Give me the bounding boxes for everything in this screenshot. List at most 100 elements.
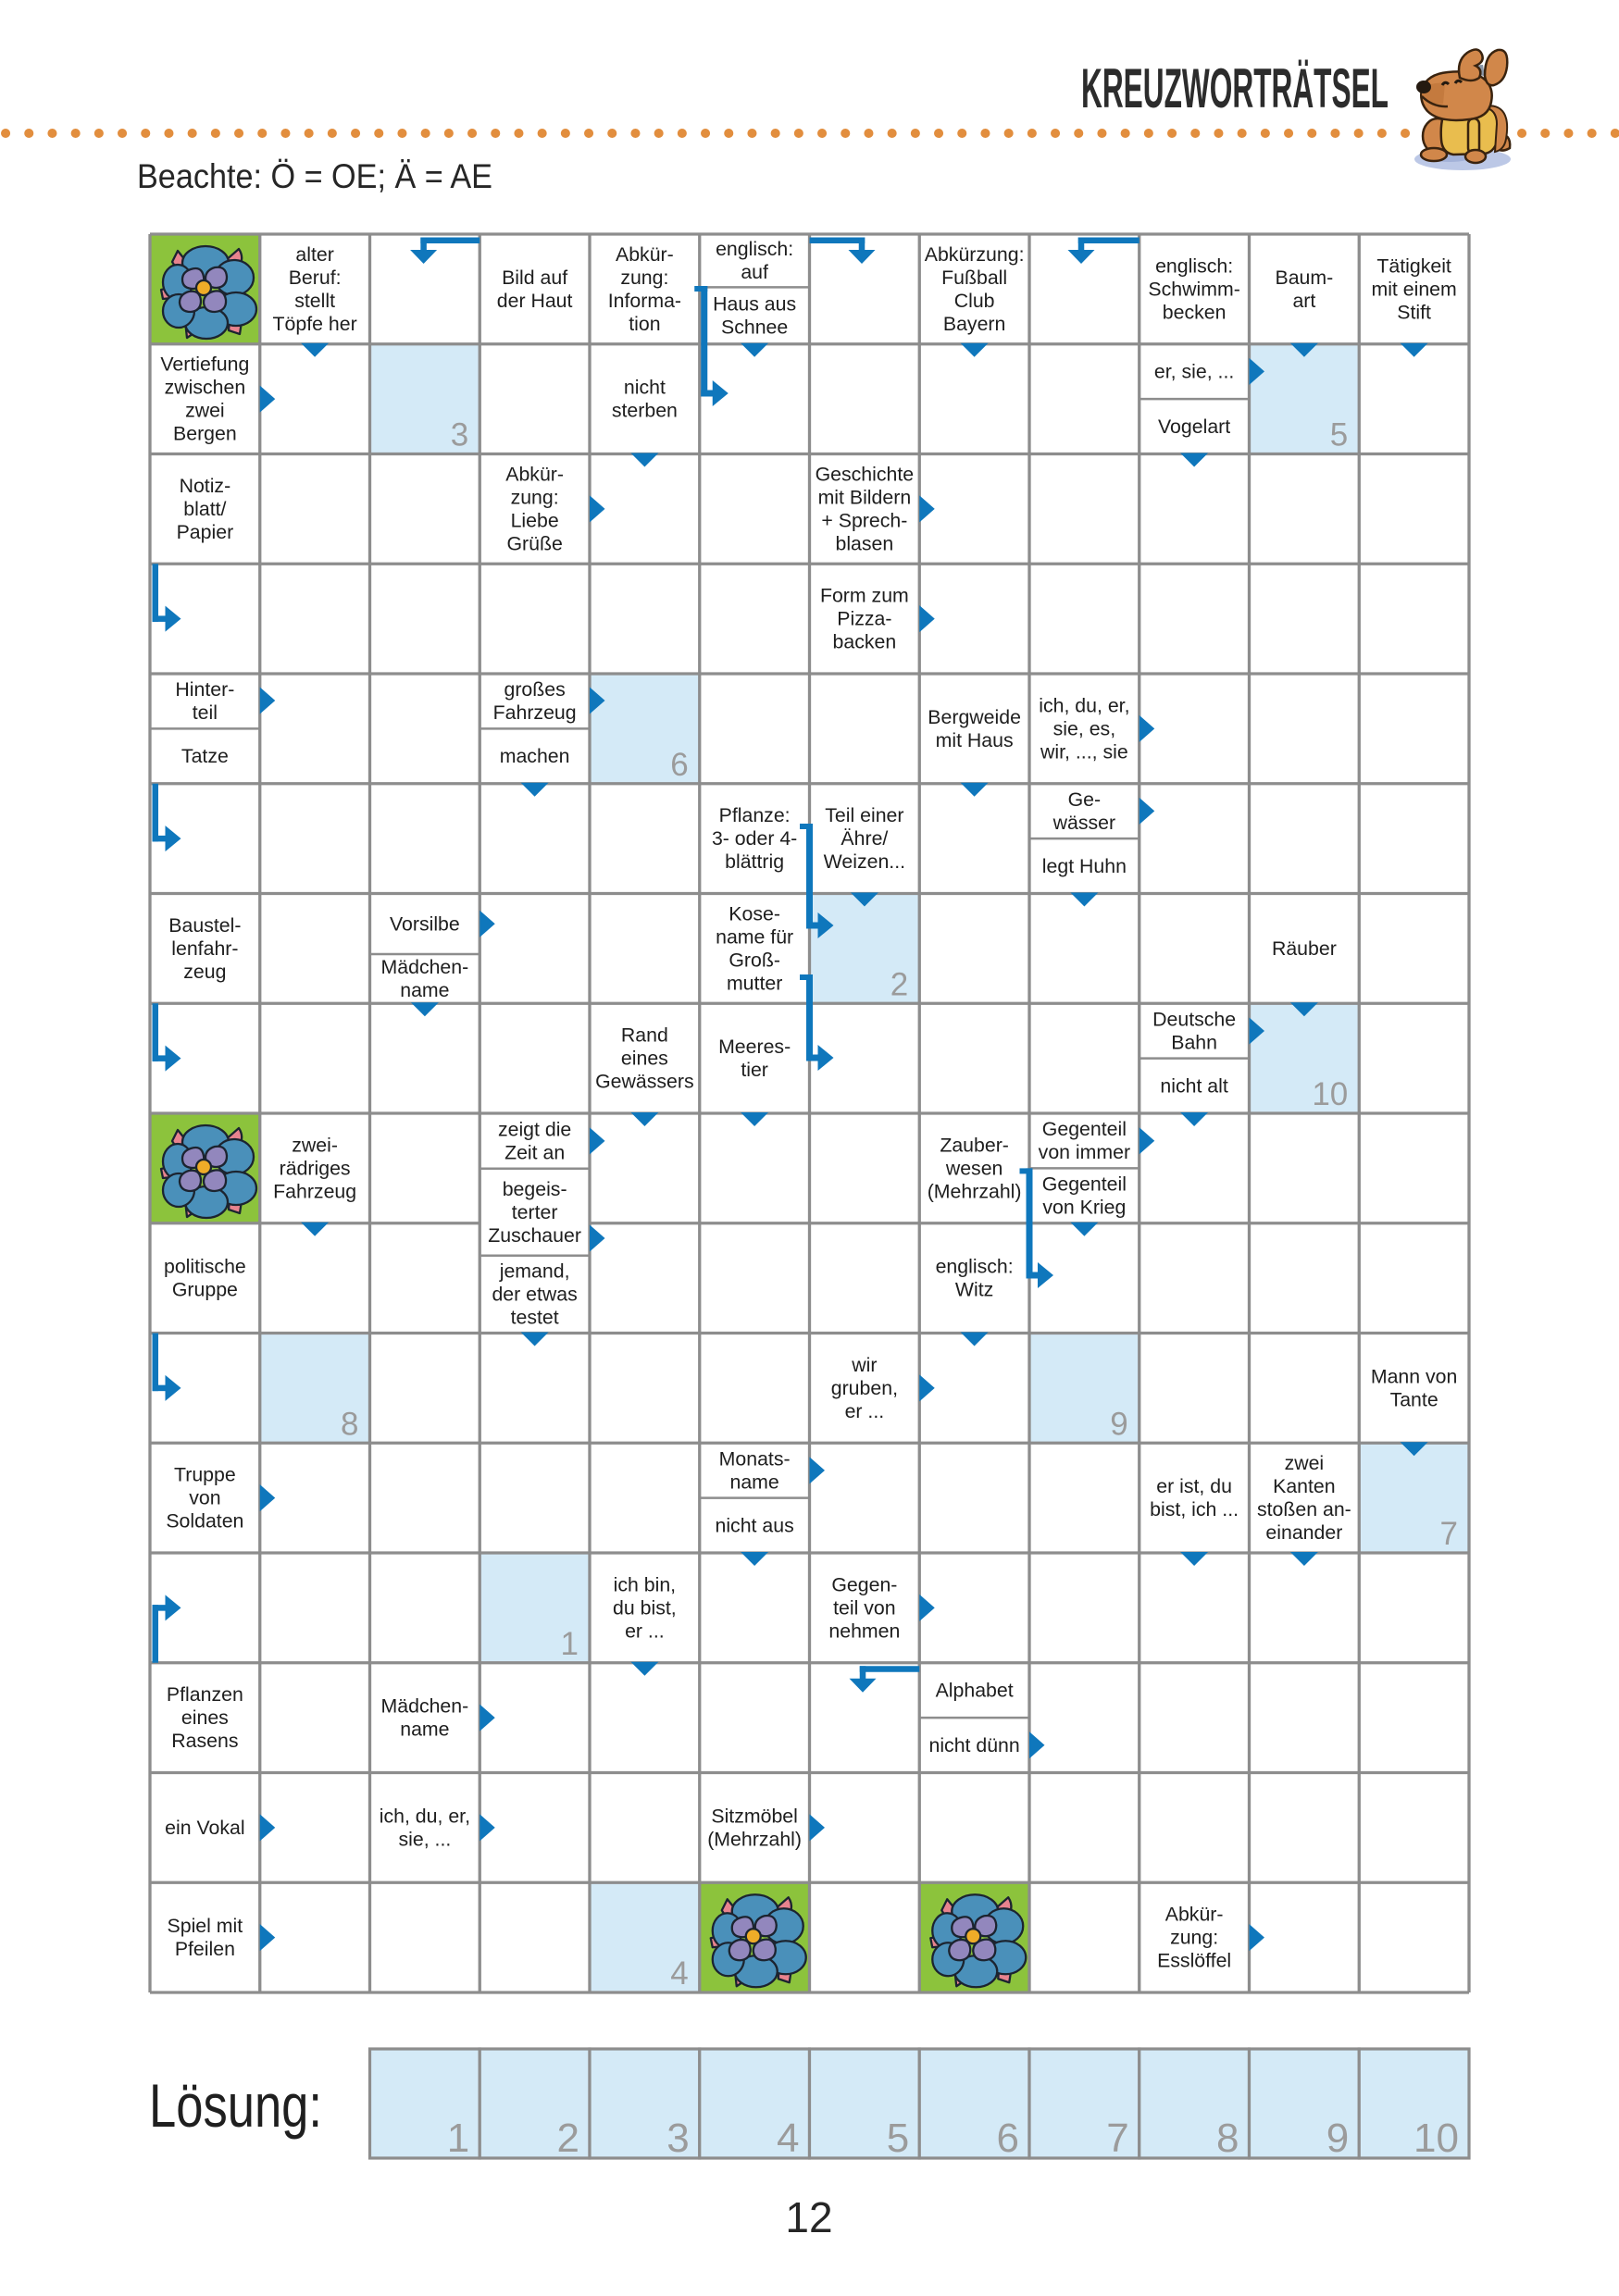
svg-text:3: 3 bbox=[666, 2116, 689, 2161]
svg-text:bist, ich ...: bist, ich ... bbox=[1150, 1498, 1239, 1520]
svg-text:begeis-: begeis- bbox=[503, 1178, 567, 1200]
svg-text:Kose-: Kose- bbox=[729, 902, 780, 925]
svg-text:5: 5 bbox=[1330, 417, 1348, 453]
svg-text:name: name bbox=[400, 979, 449, 1001]
svg-text:Spiel mit: Spiel mit bbox=[168, 1915, 243, 1937]
svg-text:4: 4 bbox=[670, 1955, 688, 1992]
svg-text:Notiz-: Notiz- bbox=[180, 475, 231, 497]
svg-text:Meeres-: Meeres- bbox=[718, 1036, 791, 1058]
svg-text:er, sie, ...: er, sie, ... bbox=[1154, 360, 1234, 382]
svg-text:8: 8 bbox=[1216, 2116, 1239, 2161]
svg-text:Tante: Tante bbox=[1390, 1388, 1438, 1410]
svg-text:Truppe: Truppe bbox=[174, 1464, 236, 1486]
svg-text:nicht aus: nicht aus bbox=[715, 1514, 793, 1536]
svg-text:eines: eines bbox=[621, 1048, 668, 1070]
svg-text:Ähre/: Ähre/ bbox=[841, 827, 888, 850]
svg-text:art: art bbox=[1292, 290, 1315, 312]
svg-text:Alphabet: Alphabet bbox=[936, 1679, 1014, 1701]
svg-text:Stift: Stift bbox=[1397, 301, 1431, 323]
svg-text:9: 9 bbox=[1326, 2116, 1349, 2161]
svg-text:2: 2 bbox=[890, 966, 908, 1002]
svg-text:Liebe: Liebe bbox=[511, 509, 559, 531]
svg-text:nicht dünn: nicht dünn bbox=[928, 1734, 1019, 1756]
svg-text:becken: becken bbox=[1163, 301, 1227, 323]
svg-text:9: 9 bbox=[1110, 1406, 1127, 1442]
svg-text:Zuschauer: Zuschauer bbox=[488, 1224, 581, 1247]
svg-text:Geschichte: Geschichte bbox=[816, 463, 915, 485]
svg-text:Tätigkeit: Tätigkeit bbox=[1376, 254, 1451, 277]
svg-text:sie, ...: sie, ... bbox=[398, 1828, 451, 1850]
svg-text:name: name bbox=[400, 1719, 449, 1741]
svg-text:Gegen-: Gegen- bbox=[831, 1573, 897, 1595]
svg-text:zung:: zung: bbox=[620, 267, 668, 289]
svg-text:Bahn: Bahn bbox=[1171, 1031, 1217, 1053]
svg-text:mit Haus: mit Haus bbox=[936, 729, 1014, 751]
svg-text:wir: wir bbox=[851, 1354, 877, 1376]
svg-text:der etwas: der etwas bbox=[492, 1284, 577, 1306]
svg-text:Vorsilbe: Vorsilbe bbox=[390, 912, 460, 935]
svg-text:KREUZWORTRÄTSEL: KREUZWORTRÄTSEL bbox=[1081, 57, 1389, 119]
svg-text:ich, du, er,: ich, du, er, bbox=[1039, 694, 1129, 716]
svg-text:Abkür-: Abkür- bbox=[505, 463, 564, 485]
svg-text:Bayern: Bayern bbox=[943, 313, 1005, 335]
svg-text:6: 6 bbox=[670, 747, 688, 783]
svg-text:Zeit an: Zeit an bbox=[504, 1141, 565, 1163]
svg-text:Zauber-: Zauber- bbox=[940, 1134, 1009, 1156]
svg-text:zeug: zeug bbox=[183, 961, 226, 983]
svg-text:Haus aus: Haus aus bbox=[713, 293, 796, 316]
svg-text:Fahrzeug: Fahrzeug bbox=[493, 701, 577, 724]
svg-text:sterben: sterben bbox=[612, 400, 678, 422]
svg-text:wir, ..., sie: wir, ..., sie bbox=[1040, 740, 1128, 763]
svg-text:(Mehrzahl): (Mehrzahl) bbox=[707, 1828, 802, 1850]
svg-text:Mädchen-: Mädchen- bbox=[381, 956, 469, 978]
svg-text:Rasens: Rasens bbox=[171, 1730, 238, 1752]
svg-text:Weizen...: Weizen... bbox=[824, 850, 905, 873]
svg-text:Mädchen-: Mädchen- bbox=[381, 1695, 469, 1718]
svg-text:Soldaten: Soldaten bbox=[166, 1510, 243, 1533]
svg-text:Pizza-: Pizza- bbox=[837, 608, 891, 630]
svg-text:wesen: wesen bbox=[945, 1157, 1003, 1179]
svg-text:Pflanze:: Pflanze: bbox=[719, 804, 791, 826]
svg-text:Grüße: Grüße bbox=[506, 532, 562, 554]
svg-text:Schnee: Schnee bbox=[721, 316, 788, 339]
svg-text:Vogelart: Vogelart bbox=[1158, 416, 1230, 438]
svg-text:terter: terter bbox=[512, 1201, 558, 1223]
svg-text:Baustel-: Baustel- bbox=[168, 914, 241, 937]
svg-text:Teil einer: Teil einer bbox=[825, 804, 903, 826]
svg-text:mutter: mutter bbox=[727, 972, 782, 994]
svg-text:Gegenteil: Gegenteil bbox=[1042, 1118, 1127, 1140]
svg-text:von: von bbox=[189, 1487, 220, 1509]
svg-text:7: 7 bbox=[1440, 1516, 1458, 1552]
svg-text:nehmen: nehmen bbox=[828, 1620, 900, 1642]
svg-text:1: 1 bbox=[447, 2116, 469, 2161]
svg-text:lenfahr-: lenfahr- bbox=[171, 937, 238, 960]
svg-text:12: 12 bbox=[785, 2193, 832, 2241]
svg-text:Abkür-: Abkür- bbox=[616, 243, 674, 266]
svg-text:Form zum: Form zum bbox=[820, 585, 909, 607]
svg-text:Bergen: Bergen bbox=[173, 423, 237, 445]
svg-text:auf: auf bbox=[741, 261, 768, 283]
svg-text:Monats-: Monats- bbox=[719, 1447, 791, 1470]
svg-text:ein Vokal: ein Vokal bbox=[165, 1817, 244, 1839]
svg-text:Lösung:: Lösung: bbox=[149, 2071, 322, 2140]
svg-text:stellt: stellt bbox=[294, 290, 335, 312]
svg-text:tion: tion bbox=[629, 313, 660, 335]
svg-text:Club: Club bbox=[954, 290, 995, 312]
svg-text:nicht: nicht bbox=[624, 377, 666, 399]
svg-text:testet: testet bbox=[511, 1307, 559, 1329]
svg-text:Bild auf: Bild auf bbox=[502, 267, 567, 289]
svg-text:Baum-: Baum- bbox=[1276, 267, 1334, 289]
svg-text:alter: alter bbox=[295, 243, 333, 266]
svg-text:eines: eines bbox=[181, 1706, 229, 1729]
svg-text:(Mehrzahl): (Mehrzahl) bbox=[928, 1180, 1022, 1202]
svg-text:teil: teil bbox=[193, 701, 218, 724]
svg-text:Räuber: Räuber bbox=[1272, 937, 1337, 960]
svg-text:Groß-: Groß- bbox=[729, 949, 780, 971]
svg-text:mit Bildern: mit Bildern bbox=[818, 486, 912, 508]
svg-text:er ist, du: er ist, du bbox=[1156, 1475, 1232, 1497]
svg-text:name: name bbox=[729, 1471, 778, 1493]
svg-text:jemand,: jemand, bbox=[499, 1260, 570, 1283]
svg-text:Papier: Papier bbox=[177, 521, 234, 543]
svg-text:Ge-: Ge- bbox=[1068, 788, 1102, 811]
svg-text:Gewässers: Gewässers bbox=[595, 1071, 694, 1093]
